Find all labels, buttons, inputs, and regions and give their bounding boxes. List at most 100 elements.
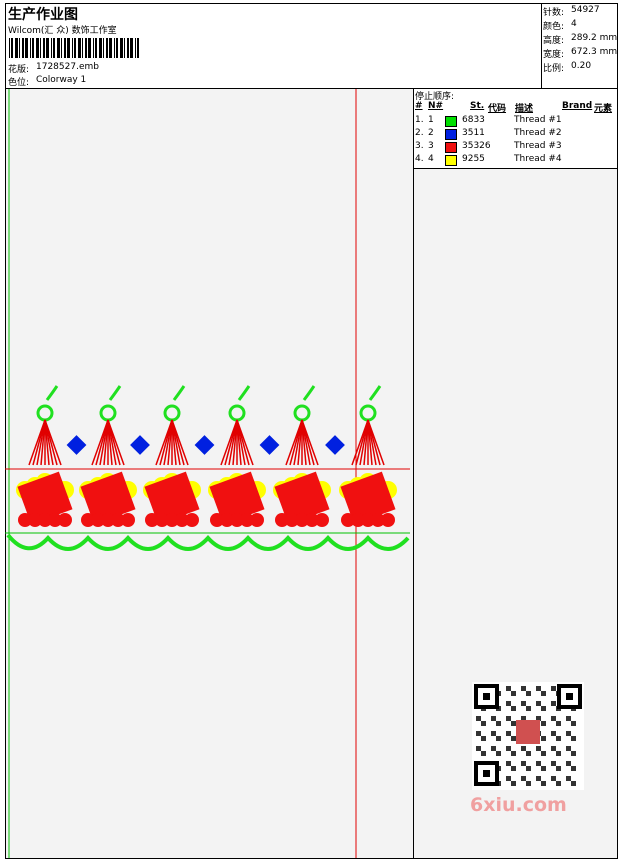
stem [368, 385, 382, 401]
watermark: 6xiu.com [470, 794, 567, 816]
barcode-bar [137, 38, 139, 58]
loop [359, 404, 377, 422]
thread-swatch [445, 129, 457, 140]
lobe [210, 513, 224, 527]
tassel [107, 419, 125, 466]
qr-cell [556, 721, 561, 726]
tassel [236, 419, 254, 466]
spec-label: 高度: [543, 36, 565, 46]
qr-cell [541, 721, 546, 726]
qr-cell [526, 751, 531, 756]
barcode-bar [82, 38, 83, 58]
qr-cell [526, 766, 531, 771]
lobe [58, 513, 72, 527]
loop [36, 404, 54, 422]
stem [108, 385, 122, 401]
qr-cell [556, 751, 561, 756]
diamond [259, 435, 280, 455]
spec-label: 颜色: [543, 22, 565, 32]
qr-cell [511, 751, 516, 756]
qr-cell [551, 701, 556, 706]
barcode-bar [124, 38, 125, 58]
barcode-bar [127, 38, 129, 58]
lobe [145, 513, 159, 527]
qr-cell [571, 721, 576, 726]
diamond [130, 435, 150, 455]
colorway-label: 色位: [8, 78, 30, 88]
thread-swatch [445, 155, 457, 166]
lobe [275, 513, 289, 527]
lobe [155, 513, 169, 527]
lobe [220, 513, 234, 527]
qr-cell [536, 686, 541, 691]
loop [228, 404, 246, 422]
barcode-bar [99, 38, 102, 58]
column-header: Brand [562, 101, 593, 111]
tassel [171, 419, 189, 466]
lobe [381, 513, 395, 527]
qr-cell [511, 781, 516, 786]
qr-cell [491, 746, 496, 751]
wave [6, 533, 410, 551]
row-n: 1 [428, 115, 434, 125]
qr-cell [491, 731, 496, 736]
tassel [44, 419, 62, 466]
lobe [111, 513, 125, 527]
qr-cell [566, 746, 571, 751]
qr-cell [496, 721, 501, 726]
qr-cell [526, 781, 531, 786]
spec-value: 0.20 [571, 61, 592, 71]
barcode-bar [88, 38, 91, 58]
qr-cell [571, 751, 576, 756]
qr-cell [536, 761, 541, 766]
qr-cell [526, 706, 531, 711]
barcode-bar [15, 38, 18, 58]
lobe [361, 513, 375, 527]
lobe [351, 513, 365, 527]
qr-finder [566, 693, 573, 700]
lobe [371, 513, 385, 527]
qr-cell [571, 781, 576, 786]
barcode-bar [11, 38, 13, 58]
qr-cell [536, 776, 541, 781]
qr-cell [511, 766, 516, 771]
lobe [81, 513, 95, 527]
lobe [315, 513, 329, 527]
studio: Wilcom(汇 众) 数饰工作室 [8, 26, 117, 36]
design-label: 花版: [8, 65, 30, 75]
sequence-title: 停止顺序: [415, 92, 455, 102]
barcode-bar [114, 38, 115, 58]
row-stitches: 3511 [462, 128, 485, 138]
spec-value: 4 [571, 19, 577, 29]
spec-value: 289.2 mm [571, 33, 618, 43]
qr-finder [483, 693, 490, 700]
diamond [325, 435, 345, 455]
qr-cell [566, 776, 571, 781]
row-index: 3. [415, 141, 424, 151]
lobe [175, 513, 189, 527]
qr-cell [506, 761, 511, 766]
diamond [66, 435, 87, 455]
loop [163, 404, 181, 422]
qr-cell [496, 736, 501, 741]
barcode-bar [30, 38, 31, 58]
qr-cell [541, 736, 546, 741]
column-header: 代码 [488, 104, 507, 114]
row-index: 2. [415, 128, 424, 138]
lobe [250, 513, 264, 527]
qr-cell [476, 746, 481, 751]
qr-cell [481, 721, 486, 726]
qr-cell [551, 746, 556, 751]
lobe [305, 513, 319, 527]
stem [45, 385, 59, 401]
qr-cell [506, 686, 511, 691]
qr-cell [506, 746, 511, 751]
qr-cell [511, 736, 516, 741]
spec-label: 针数: [543, 8, 565, 18]
qr-cell [556, 781, 561, 786]
qr-cell [511, 721, 516, 726]
qr-cell [481, 751, 486, 756]
loop [293, 404, 311, 422]
lobe [28, 513, 42, 527]
